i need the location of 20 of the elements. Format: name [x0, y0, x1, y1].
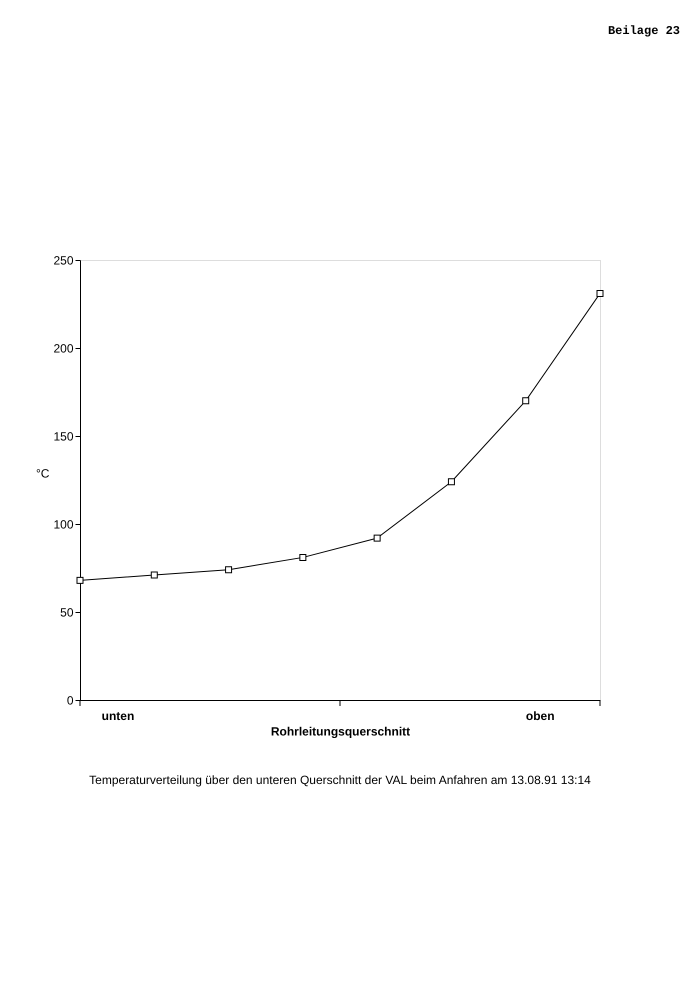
y-tick-label: 250	[53, 254, 74, 268]
point	[374, 534, 381, 542]
point	[76, 576, 84, 584]
point	[448, 478, 455, 486]
point	[522, 397, 530, 404]
y-axis-title: °C	[36, 466, 50, 480]
text: unten	[102, 709, 134, 723]
point	[299, 554, 306, 561]
point	[150, 572, 158, 579]
point	[225, 566, 232, 574]
x-axis-title: Rohrleitungsquerschnitt	[270, 724, 410, 738]
y-tick-label: 150	[53, 430, 74, 444]
text: oben	[526, 709, 555, 723]
point	[596, 290, 604, 297]
y-tick-label: 200	[53, 342, 74, 356]
text: Beilage 23	[608, 24, 680, 38]
y-tick-label: 0	[66, 694, 74, 708]
text: Temperaturverteilung über den unteren Querschnitt der VAL beim Anfahren am 13.08.91 13:14	[89, 773, 592, 787]
y-tick-label: 100	[53, 518, 74, 532]
y-tick-label: 50	[60, 606, 74, 620]
